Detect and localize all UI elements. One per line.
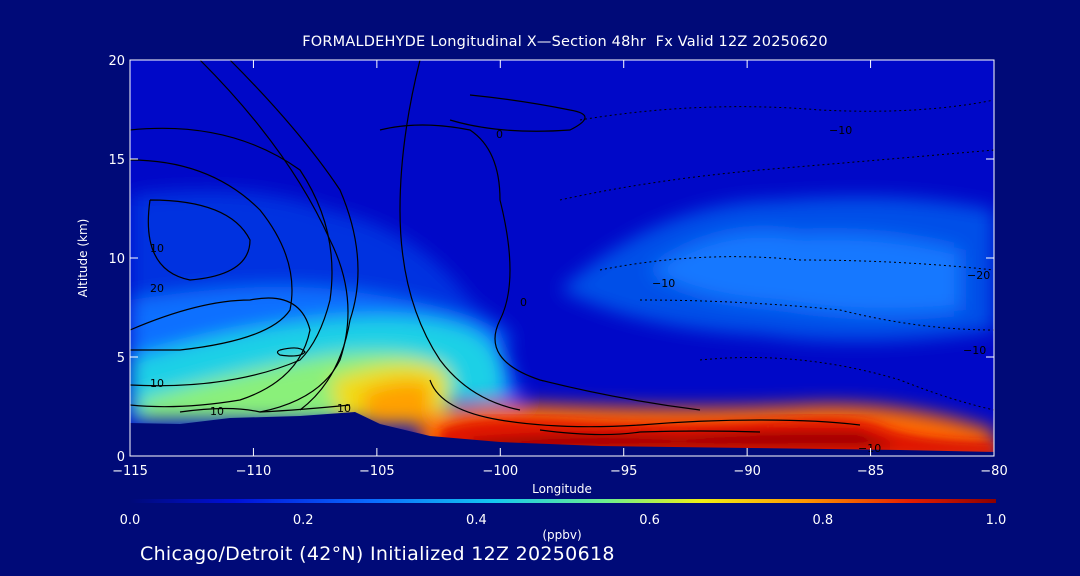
x-tick-label: −90: [733, 464, 760, 479]
contour-lines: [130, 60, 861, 436]
contour-label: 20: [150, 282, 164, 295]
y-tick-label: 10: [108, 252, 125, 267]
x-tick-label: −105: [359, 464, 395, 479]
contour-label: −20: [967, 269, 990, 282]
colorbar-tick-label: 0.4: [466, 513, 487, 528]
colorbar-tick-label: 1.0: [986, 513, 1007, 528]
x-tick-label: −115: [112, 464, 148, 479]
x-tick-label: −95: [610, 464, 637, 479]
contour-label: 0: [520, 296, 527, 309]
x-tick-label: −110: [236, 464, 272, 479]
y-tick-label: 15: [108, 153, 125, 168]
contour-label: 10: [150, 377, 164, 390]
x-axis-label: Longitude: [532, 482, 592, 496]
contour-label: 10: [210, 405, 224, 418]
y-axis-ticks: 0 5 10 15 20: [108, 54, 994, 465]
colorbar-unit-label: (ppbv): [542, 528, 582, 542]
init-footer: Chicago/Detroit (42°N) Initialized 12Z 2…: [140, 543, 615, 565]
y-axis-label: Altitude (km): [76, 218, 90, 298]
x-tick-label: −85: [857, 464, 884, 479]
contour-label: 10: [150, 242, 164, 255]
chart-title: FORMALDEHYDE Longitudinal X—Section 48hr…: [302, 34, 828, 50]
contour-label: −10: [652, 277, 675, 290]
y-tick-label: 20: [108, 54, 125, 69]
concentration-field: [130, 60, 994, 456]
contour-label: −10: [829, 124, 852, 137]
contour-label: −10: [963, 344, 986, 357]
colorbar-tick-label: 0.0: [120, 513, 141, 528]
y-tick-label: 0: [117, 450, 125, 465]
contour-label: −10: [858, 442, 881, 455]
y-tick-label: 5: [117, 351, 125, 366]
colorbar-tick-label: 0.2: [293, 513, 314, 528]
x-tick-label: −100: [482, 464, 518, 479]
contour-label: 10: [337, 402, 351, 415]
colorbar-ticks: 0.0 0.2 0.4 0.6 0.8 1.0: [120, 513, 1007, 528]
contour-labels: 10 20 10 10 10 0 0 −10 −10 −20 −10 −10: [150, 124, 990, 455]
colorbar-tick-label: 0.8: [812, 513, 833, 528]
colorbar: [130, 499, 996, 503]
x-tick-label: −80: [980, 464, 1007, 479]
colorbar-tick-label: 0.6: [639, 513, 660, 528]
contour-label: 0: [496, 128, 503, 141]
negative-contours: [559, 99, 994, 411]
x-axis-ticks: −115 −110 −105 −100 −95 −90 −85 −80: [112, 60, 1008, 479]
